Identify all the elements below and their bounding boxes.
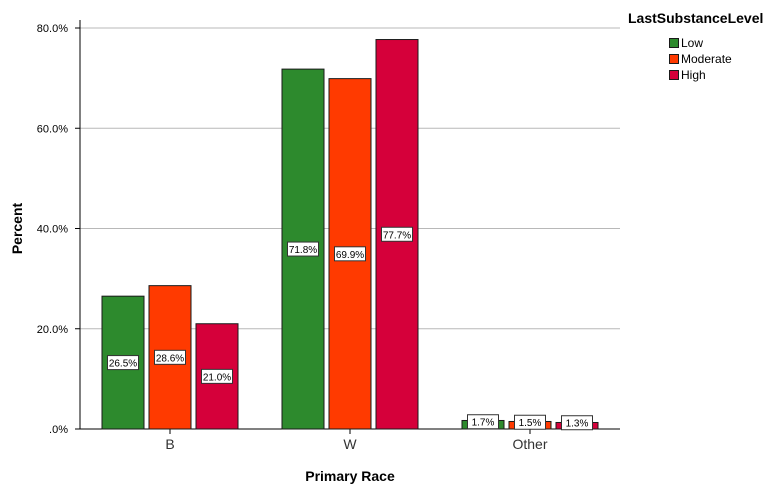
x-tick-label: W — [343, 436, 357, 452]
x-axis-title: Primary Race — [305, 468, 395, 484]
legend-swatch-low — [669, 38, 679, 48]
legend-label-high: High — [681, 68, 706, 82]
legend-swatch-moderate — [669, 54, 679, 64]
data-label: 69.9% — [336, 250, 364, 261]
legend-label-low: Low — [681, 36, 704, 50]
y-tick-label: .0% — [49, 424, 68, 436]
data-label-box — [467, 414, 499, 430]
legend-item-low: Low — [628, 35, 763, 51]
legend-swatch-high — [669, 70, 679, 80]
data-label-box — [514, 414, 546, 430]
data-label: 21.0% — [203, 372, 231, 383]
y-tick-label: 20.0% — [37, 324, 68, 336]
legend: LastSubstanceLevel Low Moderate High — [628, 10, 763, 83]
data-label: 1.7% — [472, 418, 495, 429]
data-label-box — [561, 415, 593, 431]
x-tick-label: B — [165, 436, 174, 452]
legend-title: LastSubstanceLevel — [628, 10, 764, 26]
y-tick-label: 40.0% — [37, 224, 68, 236]
data-label: 71.8% — [289, 245, 317, 256]
data-label-box — [107, 355, 139, 371]
data-label-box — [334, 246, 366, 262]
data-label: 1.5% — [519, 418, 542, 429]
data-label-box — [381, 226, 413, 242]
legend-label-moderate: Moderate — [681, 52, 732, 66]
data-label: 28.6% — [156, 353, 184, 364]
legend-item-moderate: Moderate — [628, 51, 763, 67]
data-label: 26.5% — [109, 359, 137, 370]
y-tick-label: 80.0% — [37, 23, 68, 35]
y-tick-label: 60.0% — [37, 123, 68, 135]
legend-item-high: High — [628, 67, 763, 83]
x-tick-label: Other — [512, 436, 547, 452]
data-label: 77.7% — [383, 230, 411, 241]
data-label-box — [201, 368, 233, 384]
data-label: 1.3% — [566, 419, 589, 430]
data-label-box — [287, 241, 319, 257]
y-axis-title: Percent — [9, 202, 25, 254]
data-label-box — [154, 349, 186, 365]
